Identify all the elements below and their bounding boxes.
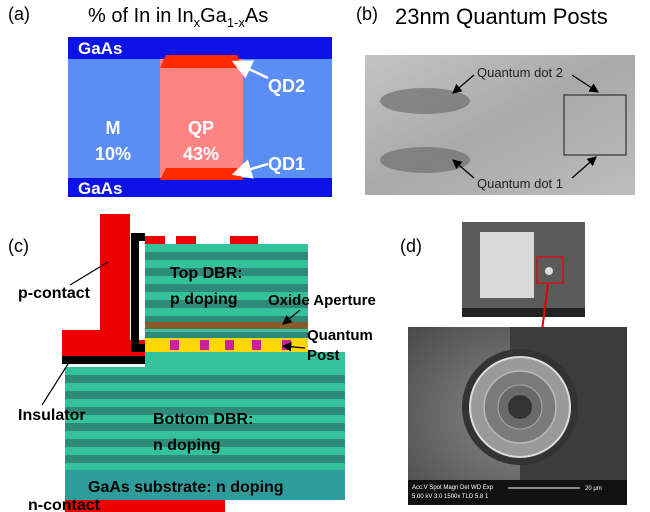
top-contact	[230, 236, 258, 244]
panel-title: 23nm Quantum Posts	[395, 4, 608, 29]
dot-image	[380, 88, 470, 114]
dbr-layer	[65, 463, 345, 470]
panel-label: (a)	[8, 4, 30, 24]
label: M	[106, 118, 121, 138]
label: Bottom DBR:	[153, 411, 253, 428]
sem-core	[508, 395, 532, 419]
label: Quantum dot 2	[477, 65, 563, 80]
label: GaAs substrate: n doping	[88, 479, 284, 496]
panel-title: % of In in InxGa1-xAs	[88, 5, 268, 30]
sem-bar	[408, 480, 627, 505]
sem-text: 5.00 kV 3.0 1500x TLD 5.8 1	[412, 494, 489, 500]
dbr-layer	[145, 244, 308, 252]
subscript: 1-x	[227, 15, 246, 30]
label: 10%	[95, 144, 131, 164]
label: Post	[307, 347, 340, 364]
sem-text: 20 μm	[585, 486, 602, 492]
quantum-post	[252, 340, 261, 350]
dbr-layer	[145, 332, 308, 338]
title-part: Ga	[200, 5, 228, 27]
quantum-post	[200, 340, 209, 350]
quantum-post	[170, 340, 179, 350]
label: GaAs	[78, 39, 122, 58]
insulator	[135, 237, 145, 348]
title-part: As	[245, 5, 268, 27]
dbr-layer	[65, 367, 345, 375]
label: Insulator	[18, 407, 86, 424]
dbr-layer	[65, 383, 345, 391]
dbr-layer	[145, 308, 308, 316]
top-contact	[176, 236, 196, 244]
sem-bar	[462, 308, 585, 317]
qd1	[160, 168, 243, 180]
sem-pad	[480, 232, 534, 298]
quantum-post	[225, 340, 234, 350]
sem-post	[545, 267, 553, 275]
leader	[42, 364, 68, 405]
label: p doping	[170, 291, 238, 308]
label: n doping	[153, 437, 221, 454]
panel-label: (d)	[400, 236, 422, 256]
label: 43%	[183, 144, 219, 164]
dot-image	[380, 147, 470, 173]
label: QP	[188, 118, 214, 138]
label: QD1	[268, 154, 305, 174]
quantum-post	[282, 340, 291, 350]
label: Oxide Aperture	[268, 292, 376, 309]
dbr-layer	[65, 375, 345, 383]
label: Top DBR:	[170, 265, 243, 282]
label: n-contact	[28, 497, 101, 512]
dbr-layer	[65, 391, 345, 399]
label: Quantum	[307, 327, 373, 344]
qd2	[160, 55, 243, 68]
panel-label: (b)	[356, 4, 378, 24]
dbr-layer	[65, 455, 345, 463]
dbr-layer	[65, 399, 345, 407]
top-contact	[145, 236, 165, 244]
label: GaAs	[78, 179, 122, 198]
label: p-contact	[18, 285, 91, 302]
label: Quantum dot 1	[477, 176, 563, 191]
figure: (a) % of In in InxGa1-xAs GaAs GaAs QD2 …	[0, 0, 650, 512]
dbr-layer	[145, 252, 308, 260]
sem-text: Acc.V Spot Magn Det WD Exp	[412, 485, 494, 491]
label: QD2	[268, 76, 305, 96]
title-part: % of In in In	[88, 5, 194, 27]
panel-label: (c)	[8, 236, 29, 256]
